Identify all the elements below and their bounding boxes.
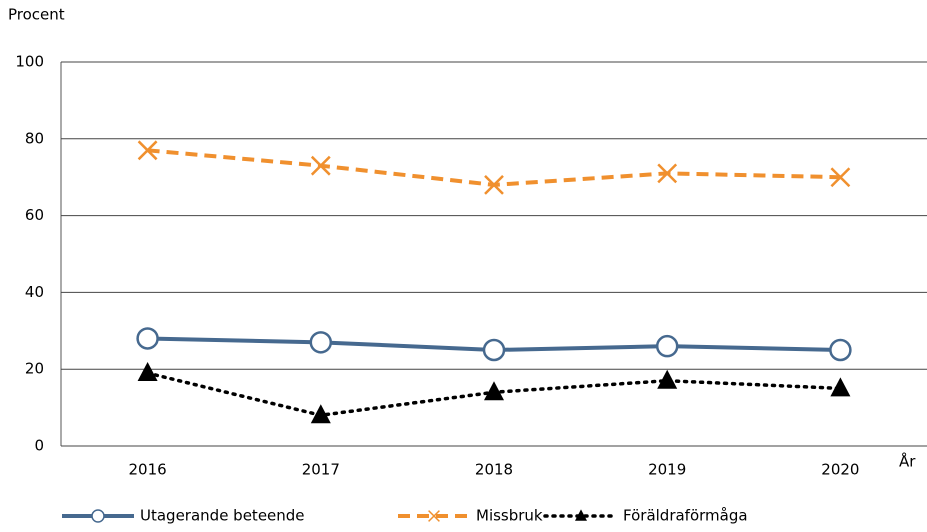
- y-tick-label: 60: [25, 206, 44, 224]
- legend-label: Missbruk: [476, 507, 543, 525]
- x-axis-label: År: [899, 452, 916, 471]
- x-tick-label: 2019: [648, 461, 686, 479]
- marker: [482, 338, 506, 362]
- marker: [657, 163, 678, 184]
- marker: [829, 338, 852, 362]
- marker: [137, 362, 158, 382]
- marker: [830, 167, 851, 188]
- marker: [136, 327, 159, 350]
- marker: [309, 331, 333, 354]
- marker: [310, 404, 331, 424]
- legend-label: Föräldraförmåga: [623, 507, 748, 525]
- x-tick-label: 2016: [129, 461, 167, 479]
- marker: [655, 334, 679, 358]
- marker: [310, 155, 331, 176]
- y-tick-label: 0: [34, 437, 44, 455]
- marker: [575, 509, 587, 521]
- legend-label: Utagerande beteende: [140, 507, 305, 525]
- x-tick-label: 2018: [475, 461, 513, 479]
- x-tick-label: 2020: [821, 461, 859, 479]
- marker: [830, 377, 851, 397]
- marker: [137, 140, 158, 161]
- marker: [484, 381, 504, 401]
- y-tick-label: 40: [25, 283, 44, 301]
- y-tick-label: 80: [25, 129, 44, 147]
- y-tick-label: 100: [15, 53, 44, 71]
- marker: [91, 509, 105, 523]
- marker: [428, 510, 440, 522]
- y-tick-label: 20: [25, 360, 44, 378]
- marker: [484, 174, 504, 195]
- marker: [657, 369, 678, 389]
- y-axis-label: Procent: [8, 6, 65, 24]
- x-tick-label: 2017: [302, 461, 340, 479]
- series-line: [147, 148, 841, 187]
